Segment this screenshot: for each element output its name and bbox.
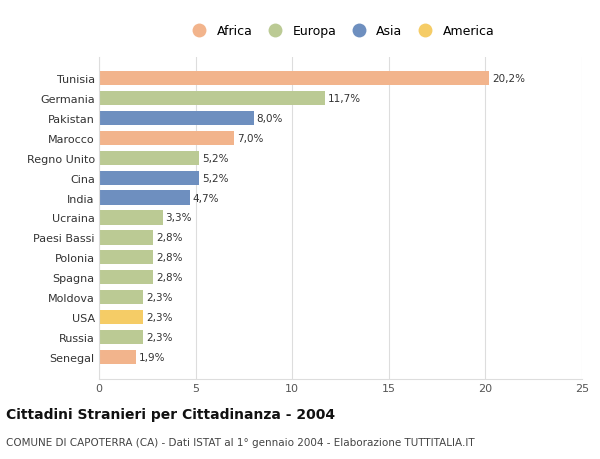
Text: 2,3%: 2,3% xyxy=(146,292,173,302)
Text: 2,8%: 2,8% xyxy=(156,233,182,243)
Text: 20,2%: 20,2% xyxy=(492,74,525,84)
Text: Cittadini Stranieri per Cittadinanza - 2004: Cittadini Stranieri per Cittadinanza - 2… xyxy=(6,407,335,421)
Text: 1,9%: 1,9% xyxy=(139,352,165,362)
Bar xyxy=(99,112,254,126)
Bar xyxy=(99,310,143,325)
Text: 11,7%: 11,7% xyxy=(328,94,361,104)
Text: 2,8%: 2,8% xyxy=(156,253,182,263)
Text: 7,0%: 7,0% xyxy=(237,134,263,144)
Bar xyxy=(99,270,153,285)
Bar xyxy=(99,171,199,185)
Bar xyxy=(99,72,489,86)
Bar xyxy=(99,132,234,146)
Text: 2,8%: 2,8% xyxy=(156,273,182,283)
Text: 4,7%: 4,7% xyxy=(193,193,219,203)
Bar xyxy=(99,92,325,106)
Bar xyxy=(99,191,190,205)
Bar xyxy=(99,350,136,364)
Bar xyxy=(99,251,153,265)
Bar xyxy=(99,151,199,166)
Bar xyxy=(99,211,163,225)
Legend: Africa, Europa, Asia, America: Africa, Europa, Asia, America xyxy=(187,25,494,38)
Text: 5,2%: 5,2% xyxy=(202,153,229,163)
Bar xyxy=(99,231,153,245)
Text: 2,3%: 2,3% xyxy=(146,332,173,342)
Text: 8,0%: 8,0% xyxy=(256,114,283,124)
Text: 2,3%: 2,3% xyxy=(146,312,173,322)
Text: 3,3%: 3,3% xyxy=(166,213,192,223)
Bar xyxy=(99,290,143,304)
Text: 5,2%: 5,2% xyxy=(202,174,229,183)
Bar xyxy=(99,330,143,344)
Text: COMUNE DI CAPOTERRA (CA) - Dati ISTAT al 1° gennaio 2004 - Elaborazione TUTTITAL: COMUNE DI CAPOTERRA (CA) - Dati ISTAT al… xyxy=(6,437,475,447)
